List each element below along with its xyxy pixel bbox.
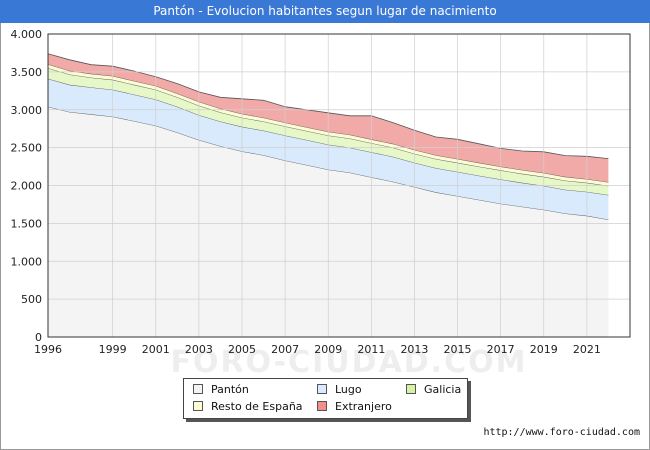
legend-label-extranjero: Extranjero (335, 400, 392, 413)
x-tick-label: 1999 (99, 343, 127, 356)
chart-title: Pantón - Evolucion habitantes segun luga… (0, 0, 650, 23)
y-tick-label: 1.500 (11, 217, 43, 230)
legend-label-resto-espana: Resto de España (211, 400, 303, 413)
watermark-text: FORO-CIUDAD.COM (171, 345, 528, 380)
legend-swatch-panton (193, 384, 203, 394)
x-tick-label: 2019 (530, 343, 558, 356)
legend-item-resto-espana: Resto de España (193, 400, 303, 414)
y-tick-label: 3.500 (11, 66, 43, 79)
legend-swatch-extranjero (317, 401, 327, 411)
x-tick-label: 2001 (142, 343, 170, 356)
legend-label-lugo: Lugo (335, 383, 362, 396)
legend-item-panton: Pantón (193, 383, 249, 397)
y-tick-label: 4.000 (11, 28, 43, 41)
x-tick-label: 2015 (444, 343, 472, 356)
y-tick-label: 500 (21, 293, 42, 306)
legend-item-lugo: Lugo (317, 383, 362, 397)
y-tick-label: 2.000 (11, 180, 43, 193)
area-3 (48, 64, 609, 186)
x-tick-label: 2009 (314, 343, 342, 356)
x-tick-label: 2003 (185, 343, 213, 356)
x-tick-label: 2005 (228, 343, 256, 356)
legend-label-galicia: Galicia (424, 383, 462, 396)
x-tick-label: 2011 (357, 343, 385, 356)
x-tick-label: 2013 (400, 343, 428, 356)
chart-legend: Pantón Lugo Galicia Resto de España Extr… (183, 378, 468, 419)
source-link[interactable]: http://www.foro-ciudad.com (483, 427, 640, 438)
legend-item-galicia: Galicia (406, 383, 461, 397)
y-tick-label: 3.000 (11, 104, 43, 117)
legend-swatch-resto-espana (193, 401, 203, 411)
x-tick-label: 2021 (573, 343, 601, 356)
x-tick-label: 1996 (34, 343, 62, 356)
y-tick-label: 1.000 (11, 255, 43, 268)
legend-item-extranjero: Extranjero (317, 400, 392, 414)
legend-swatch-galicia (406, 384, 416, 394)
legend-label-panton: Pantón (211, 383, 249, 396)
area-2 (48, 68, 609, 195)
x-tick-label: 2007 (271, 343, 299, 356)
x-tick-label: 2017 (487, 343, 515, 356)
plot-border (47, 33, 631, 338)
legend-swatch-lugo (317, 384, 327, 394)
y-tick-label: 0 (35, 331, 42, 344)
y-tick-label: 2.500 (11, 142, 43, 155)
